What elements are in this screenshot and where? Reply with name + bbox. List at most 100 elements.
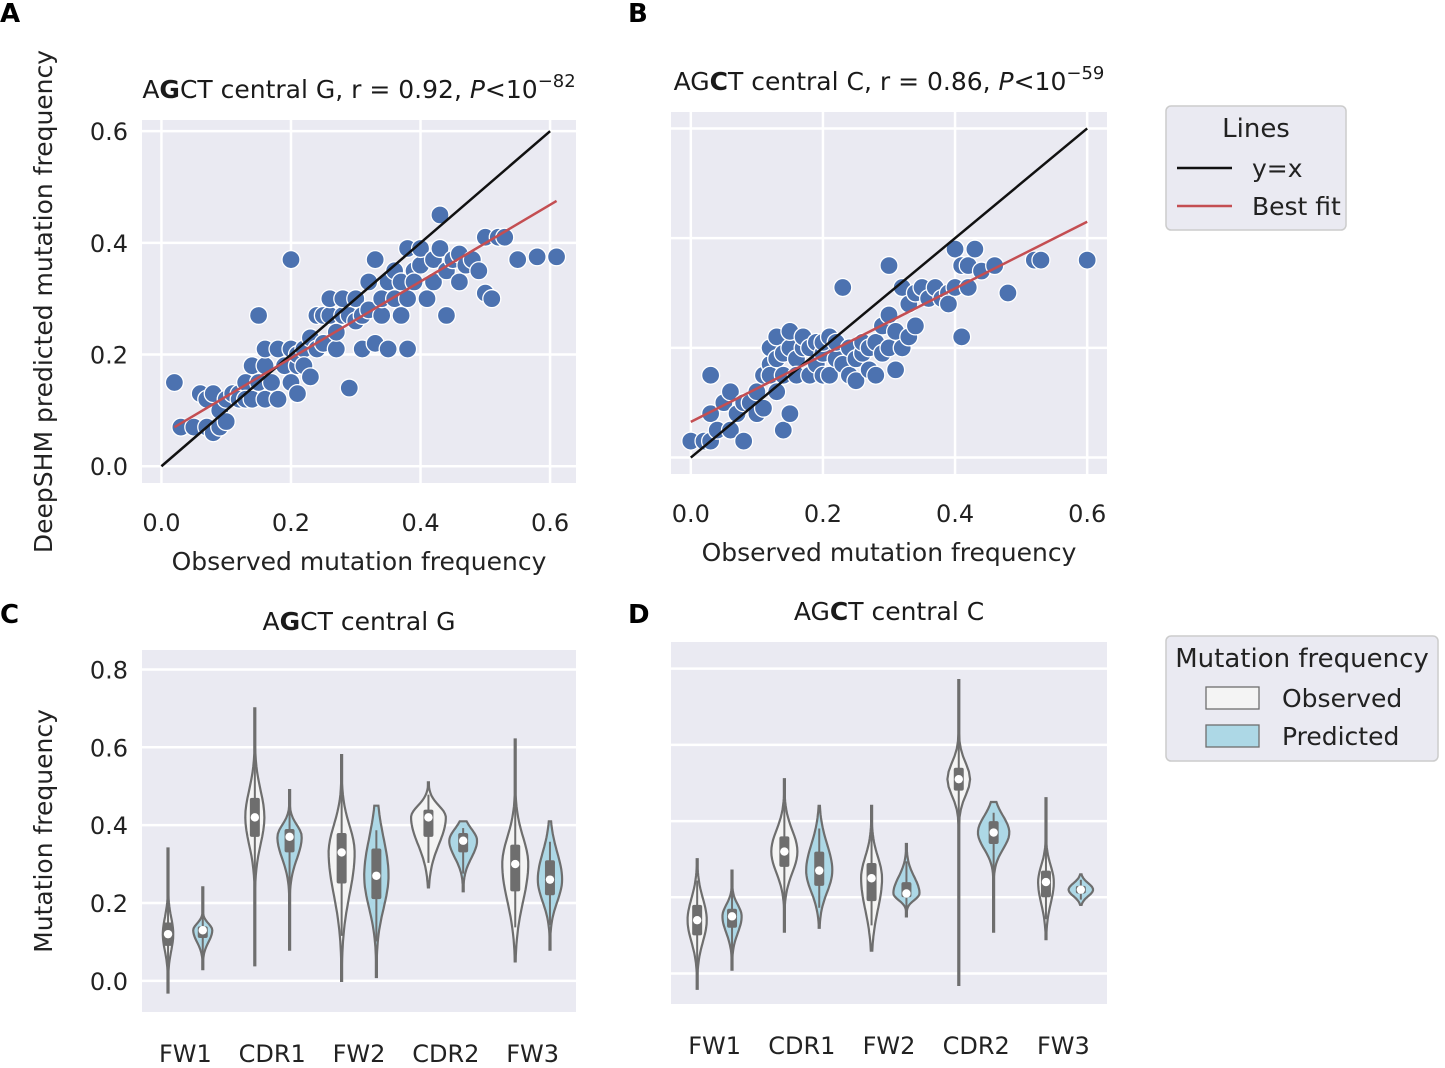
scatter-point xyxy=(326,339,346,359)
panel-b-title-bold: C xyxy=(710,67,728,96)
violin-median-dot xyxy=(250,813,260,822)
violin-median-dot xyxy=(511,859,520,869)
scatter-point xyxy=(998,283,1018,303)
panel-c-ytick-label: 0.4 xyxy=(90,812,128,840)
panel-label-a: A xyxy=(0,0,20,29)
violin-observed-fw1 xyxy=(161,847,175,994)
scatter-point xyxy=(846,371,866,391)
violin-median-dot xyxy=(954,774,963,784)
legend-violin-title: Mutation frequency xyxy=(1175,644,1429,674)
violin-median-dot xyxy=(780,847,789,856)
panel-b-title: AGCT central C, r = 0.86, P<10−59 xyxy=(674,63,1105,96)
violin-observed-fw2 xyxy=(859,804,884,952)
scatter-point xyxy=(281,249,301,270)
violin-median-dot xyxy=(867,874,876,883)
panel-a-ytick-label: 0.4 xyxy=(90,230,128,258)
violin-median-dot xyxy=(1041,877,1051,887)
legend-lines: Lines y=x Best fit xyxy=(1165,105,1347,231)
panel-b-title-rel: <10 xyxy=(1014,67,1067,96)
panel-a-title-pre: A xyxy=(142,75,159,104)
panel-d-category-label: FW1 xyxy=(688,1032,741,1060)
scatter-point xyxy=(449,272,470,292)
panel-b-xtick-label: 0.2 xyxy=(804,500,842,528)
panel-d-category-label: CDR2 xyxy=(943,1032,1010,1060)
violin-predicted-fw2 xyxy=(363,804,390,979)
panel-a-ytick-label: 0.2 xyxy=(90,342,128,370)
scatter-point xyxy=(700,365,721,385)
scatter-point xyxy=(965,239,985,259)
scatter-point xyxy=(248,305,269,326)
scatter-point xyxy=(359,272,379,292)
scatter-point xyxy=(780,404,800,424)
panel-c-category-label: CDR2 xyxy=(412,1040,479,1068)
scatter-point xyxy=(482,289,502,309)
scatter-point xyxy=(216,411,236,432)
violin-predicted-fw3 xyxy=(536,820,564,951)
scatter-point xyxy=(436,305,457,326)
scatter-point xyxy=(339,378,359,398)
scatter-point xyxy=(404,272,424,292)
panel-a-xtick-label: 0.0 xyxy=(142,509,180,537)
panel-a-xlabel: Observed mutation frequency xyxy=(172,547,547,576)
scatter-point xyxy=(734,431,754,451)
panel-d-plot-area xyxy=(671,642,1107,1004)
legend-lines-title: Lines xyxy=(1222,114,1290,144)
scatter-point xyxy=(866,365,886,385)
scatter-point xyxy=(885,360,906,380)
violin-predicted-cdr1 xyxy=(805,804,834,929)
panel-c-title-bold: G xyxy=(280,607,301,636)
panel-c-plot-area xyxy=(142,650,576,1012)
panel-b-title-pre: AG xyxy=(674,67,710,96)
panel-label-d: D xyxy=(628,600,650,630)
panel-b-identity-line xyxy=(690,127,1088,459)
violin-iqr-box xyxy=(336,832,347,884)
scatter-point xyxy=(767,382,787,402)
scatter-point xyxy=(365,249,385,270)
violin-median-dot xyxy=(692,915,702,925)
scatter-point xyxy=(938,294,959,314)
violin-median-dot xyxy=(458,836,468,845)
scatter-point xyxy=(410,238,431,259)
scatter-point xyxy=(546,247,567,267)
panel-d-category-label: FW2 xyxy=(863,1032,916,1060)
panel-a-xtick-label: 0.6 xyxy=(531,509,569,537)
panel-c-title: AGCT central G xyxy=(263,607,456,636)
legend-line-label: Best fit xyxy=(1252,192,1341,221)
scatter-point xyxy=(905,316,926,336)
violin-median-dot xyxy=(815,866,824,875)
violin-predicted-cdr2 xyxy=(448,820,479,893)
legend-violin-swatch xyxy=(1205,686,1260,710)
violin-median-dot xyxy=(989,828,998,837)
legend-violin: Mutation frequency Observed Predicted xyxy=(1165,635,1439,762)
panel-b-title-post: T central C, r = 0.86, xyxy=(727,67,999,96)
panel-label-c: C xyxy=(0,600,19,630)
scatter-point xyxy=(469,261,489,281)
violin-median-dot xyxy=(372,871,381,880)
scatter-point xyxy=(1031,250,1051,270)
violin-observed-fw2 xyxy=(327,754,356,982)
panel-d-category-label: CDR1 xyxy=(768,1032,835,1060)
panel-b-fit-line xyxy=(690,220,1088,424)
violin-predicted-cdr2 xyxy=(976,800,1011,933)
scatter-point xyxy=(287,383,308,404)
panel-b-points xyxy=(681,239,1097,451)
panel-d-title-pre: AG xyxy=(794,597,830,626)
panel-c-ytick-label: 0.2 xyxy=(90,890,128,918)
panel-a-fit-line xyxy=(173,199,558,429)
panel-a-title-post: CT central G, r = 0.92, xyxy=(180,75,470,104)
violin-median-dot xyxy=(198,926,207,935)
panel-c-ytick-label: 0.6 xyxy=(90,734,128,762)
scatter-point xyxy=(879,255,899,276)
violin-observed-cdr2 xyxy=(410,781,447,889)
scatter-point xyxy=(833,277,853,298)
panel-c-ylabel: Mutation frequency xyxy=(29,709,58,953)
legend-violin-swatch xyxy=(1205,724,1260,748)
panel-a-title: AGCT central G, r = 0.92, P<10−82 xyxy=(142,71,575,104)
violin-predicted-fw2 xyxy=(892,842,921,918)
violin-median-dot xyxy=(424,813,433,822)
panel-a-ytick-label: 0.6 xyxy=(90,118,128,146)
panel-c-title-pre: A xyxy=(263,607,280,636)
legend-lines-box xyxy=(1165,105,1347,231)
scatter-point xyxy=(261,372,282,393)
